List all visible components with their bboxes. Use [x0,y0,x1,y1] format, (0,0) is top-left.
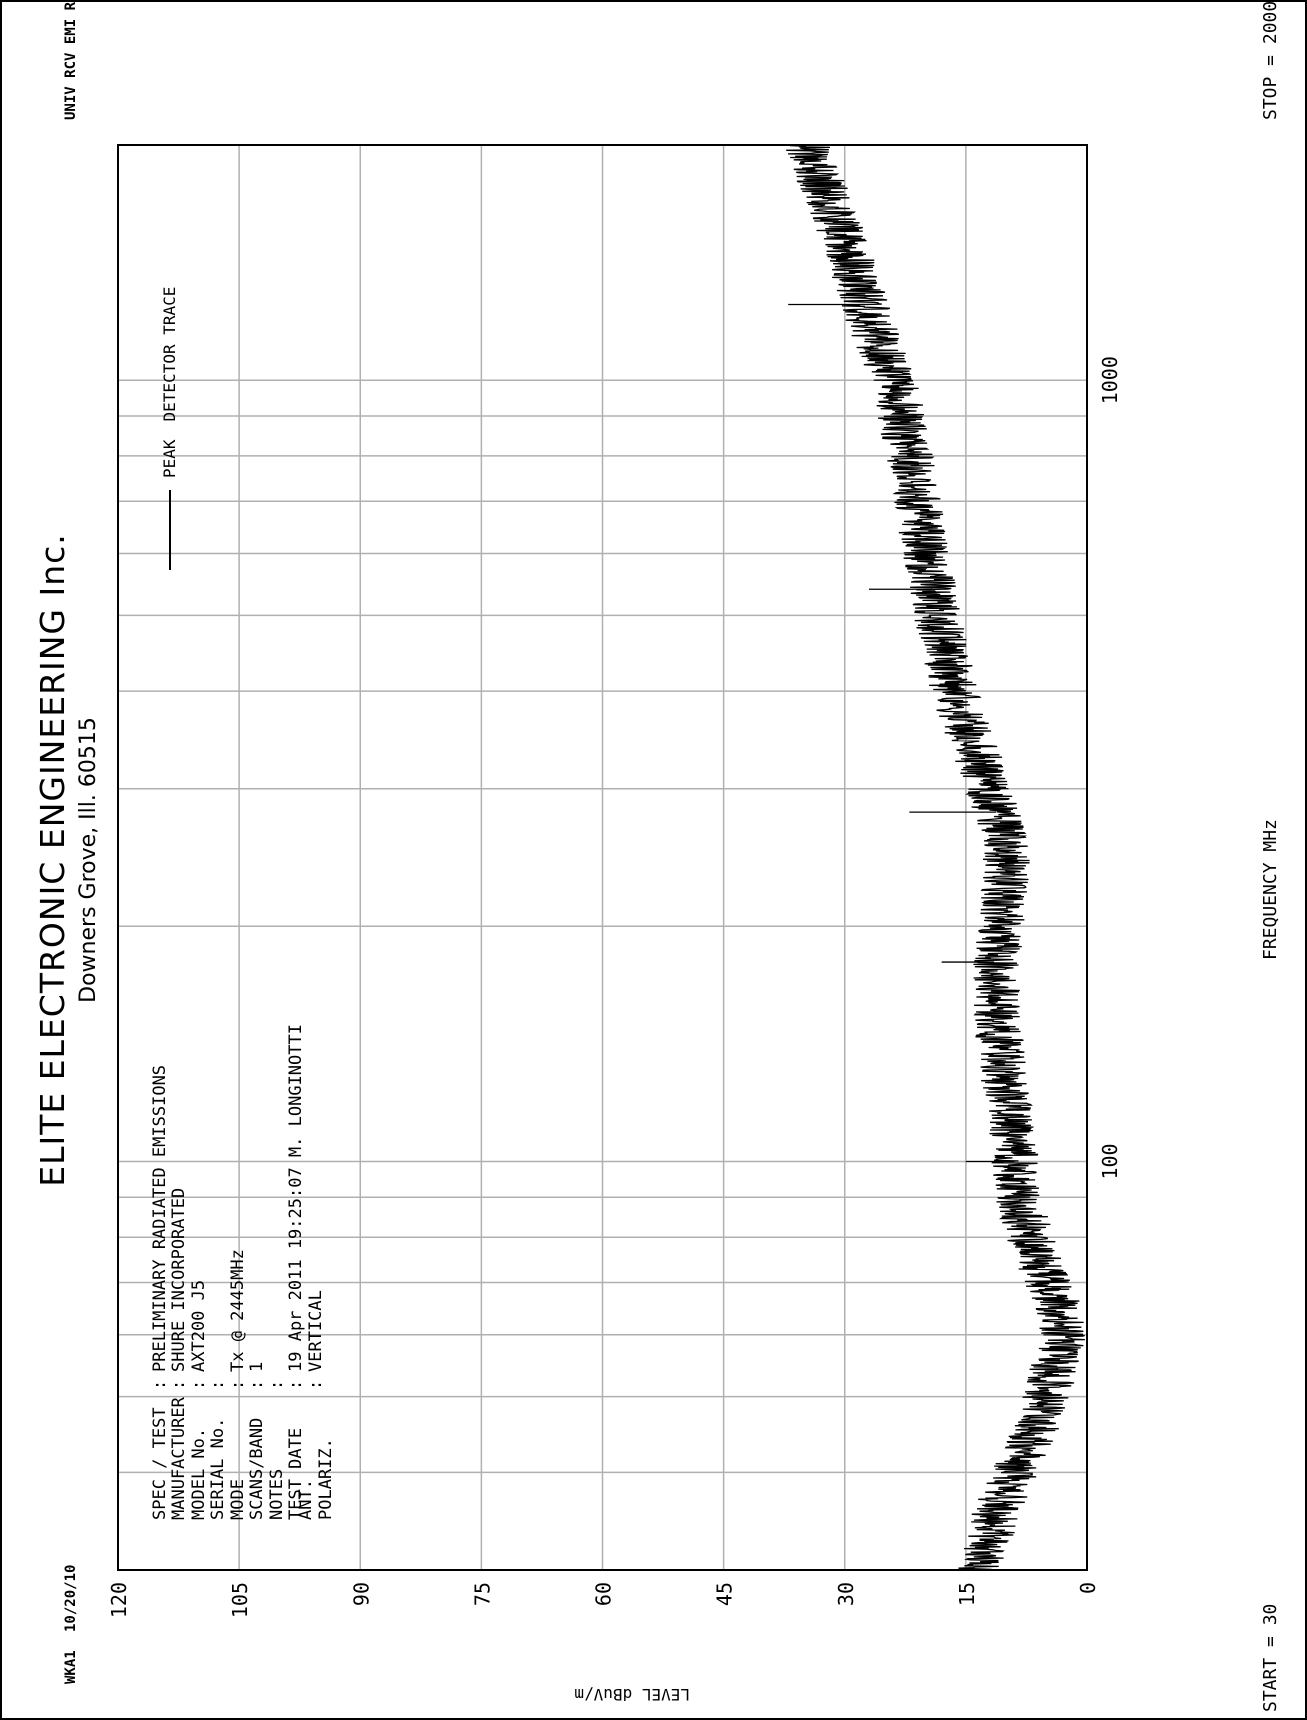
y-tick-label: 120 [107,1582,131,1618]
info-value: 19 Apr 2011 19:25:07 M. LONGINOTTI [286,1024,307,1372]
info-label: MODE [227,1479,248,1520]
info-table: SPEC / TEST: PRELIMINARY RADIATED EMISSIO… [150,1024,336,1520]
info-row: SPEC / TEST: PRELIMINARY RADIATED EMISSIO… [150,1024,170,1520]
info-value: Tx @ 2445MHz [227,1249,248,1372]
info-label: MANUFACTURER [169,1397,190,1520]
company-title: ELITE ELECTRONIC ENGINEERING Inc. [33,533,72,1187]
info-sep: : [208,1379,229,1390]
y-axis-label: LEVEL dBuV/m [574,1685,690,1704]
corner-date: 10/20/10 [63,1564,79,1632]
legend: PEAK DETECTOR TRACE [160,287,179,570]
y-tick-label: 105 [228,1582,252,1618]
info-label: ANT. POLARIZ. [295,1438,336,1520]
peak-trace-line [786,144,1085,1571]
info-row: SCANS/BAND: 1 [247,1024,268,1520]
company-address: Downers Grove, Ill. 60515 [76,717,101,1003]
info-label: SPEC / TEST [149,1407,170,1520]
info-row: SERIAL No.: [208,1024,229,1520]
x-tick-label: 100 [1098,1143,1122,1179]
info-label: SCANS/BAND [247,1417,268,1520]
y-tick-label: 75 [470,1582,494,1606]
x-axis-label: FREQUENCY MHz [1260,819,1281,960]
legend-text: DETECTOR TRACE [160,286,179,422]
info-label: NOTES [266,1468,287,1520]
info-value: AXT200 J5 [188,1279,209,1372]
y-tick-label: 15 [955,1582,979,1606]
info-sep: : [286,1379,307,1390]
info-sep: : [188,1379,209,1390]
info-label: SERIAL No. [208,1417,229,1520]
info-row: ANT. POLARIZ.: VERTICAL [296,1024,336,1520]
info-sep: : [305,1379,326,1390]
info-sep: : [247,1379,268,1390]
info-sep: : [169,1379,190,1390]
x-start-label: START = 30 [1260,1603,1281,1712]
info-row: MANUFACTURER: SHURE INCORPORATED [169,1024,190,1520]
corner-id: WKA1 [63,1650,79,1684]
info-row: MODEL No.: AXT200 J5 [189,1024,209,1520]
info-label: MODEL No. [188,1427,209,1520]
y-tick-label: 30 [834,1582,858,1606]
y-tick-label: 90 [349,1582,373,1606]
y-tick-label: 60 [592,1582,616,1606]
plot-frame [117,144,1088,1571]
info-row: NOTES: [267,1024,287,1520]
info-sep: : [266,1379,287,1390]
legend-label: PEAK [160,439,179,478]
info-sep: : [149,1379,170,1390]
x-tick-label: 1000 [1098,356,1122,404]
y-tick-label: 0 [1076,1582,1100,1594]
corner-run: UNIV RCV EMI RUN 20 [63,0,79,120]
info-value: VERTICAL [305,1290,326,1372]
x-stop-label: STOP = 2000 [1260,0,1281,120]
info-value: SHURE INCORPORATED [169,1187,190,1372]
info-value: PRELIMINARY RADIATED EMISSIONS [149,1064,170,1372]
info-row: MODE: Tx @ 2445MHz [228,1024,248,1520]
info-value: 1 [247,1361,268,1372]
info-sep: : [227,1379,248,1390]
y-tick-label: 45 [713,1582,737,1606]
legend-line-swatch [168,490,171,570]
